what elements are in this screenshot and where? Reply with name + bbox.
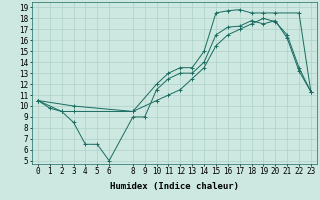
X-axis label: Humidex (Indice chaleur): Humidex (Indice chaleur) [110, 182, 239, 191]
